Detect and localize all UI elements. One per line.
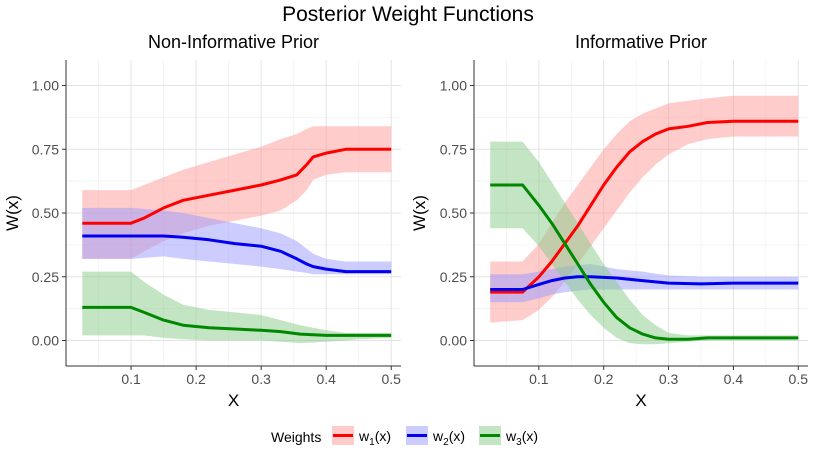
- legend-label: w1(x): [358, 428, 391, 448]
- figure-title: Posterior Weight Functions: [282, 3, 534, 26]
- x-tick-label: 0.4: [724, 371, 744, 387]
- x-tick-label: 0.3: [251, 371, 271, 387]
- y-tick-label: 0.50: [440, 205, 467, 221]
- legend-item-w1: w1(x): [332, 426, 391, 448]
- x-tick-label: 0.2: [594, 371, 614, 387]
- legend-label: w3(x): [505, 428, 538, 448]
- panel-title: Informative Prior: [575, 32, 707, 52]
- x-tick-label: 0.3: [659, 371, 679, 387]
- panel-title: Non-Informative Prior: [148, 32, 319, 52]
- y-tick-label: 0.50: [32, 205, 59, 221]
- y-axis-title: W(x): [410, 195, 429, 231]
- x-tick-label: 0.5: [382, 371, 402, 387]
- x-tick-label: 0.4: [316, 371, 336, 387]
- y-tick-label: 1.00: [440, 78, 467, 94]
- panel-1: 0.1 0.2 0.3 0.4 0.5 0.00 0.25 0.50 0.75 1.00 Non-I…: [3, 32, 401, 410]
- line-w1: [82, 147, 392, 225]
- y-tick-label: 0.25: [32, 269, 59, 285]
- panels-container: 0.1 0.2 0.3 0.4 0.5 0.00 0.25 0.50 0.75 1.00 Non-I…: [3, 32, 808, 410]
- y-tick-label: 0.75: [440, 141, 467, 157]
- y-axis-title: W(x): [3, 195, 22, 231]
- x-axis-title: X: [635, 391, 646, 410]
- panel-2: 0.1 0.2 0.3 0.4 0.5 0.00 0.25 0.50 0.75 1.00 Infor…: [410, 32, 808, 410]
- legend: Weights w1(x) w2(x) w3(x): [271, 426, 538, 448]
- legend-label: w2(x): [432, 428, 465, 448]
- band-w3: [82, 271, 392, 344]
- line-w1: [490, 119, 799, 294]
- line-w3: [490, 183, 799, 341]
- line-w3: [82, 305, 392, 337]
- line-w2: [82, 234, 392, 274]
- x-axis-title: X: [228, 391, 239, 410]
- legend-item-w2: w2(x): [406, 426, 465, 448]
- x-tick-label: 0.5: [789, 371, 809, 387]
- y-tick-label: 0.00: [32, 333, 59, 349]
- x-tick-label: 0.1: [529, 371, 549, 387]
- x-tick-label: 0.2: [186, 371, 206, 387]
- y-tick-label: 0.00: [440, 333, 467, 349]
- line-w2: [490, 275, 799, 291]
- y-tick-label: 0.25: [440, 269, 467, 285]
- legend-title: Weights: [271, 429, 321, 445]
- y-tick-label: 0.75: [32, 141, 59, 157]
- band-w2: [82, 207, 392, 275]
- x-tick-label: 0.1: [121, 371, 141, 387]
- y-tick-label: 1.00: [32, 78, 59, 94]
- legend-item-w3: w3(x): [479, 426, 538, 448]
- band-w3: [490, 141, 799, 345]
